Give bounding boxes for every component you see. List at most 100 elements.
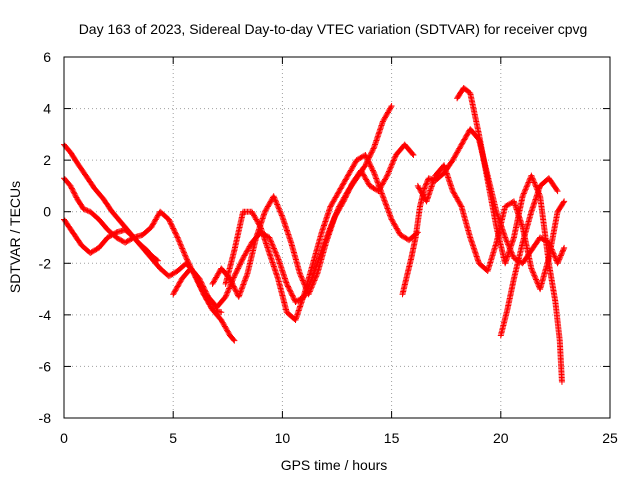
data-point [456,145,463,152]
data-point [360,171,367,178]
data-point [268,240,275,247]
data-point [154,213,161,220]
data-point [276,206,283,213]
data-point [455,198,462,205]
data-point [226,275,233,282]
data-point [236,262,243,269]
data-point [218,317,225,324]
data-point [368,163,375,170]
data-point [219,319,226,326]
data-point [277,209,284,216]
data-point [175,237,182,244]
data-point [462,135,469,142]
data-point [176,279,183,286]
data-point [149,222,156,229]
data-point [377,184,384,191]
data-point [243,273,250,280]
data-point [286,286,293,293]
data-point [369,148,376,155]
data-point [523,183,530,190]
data-point [382,176,389,183]
chart-title: Day 163 of 2023, Sidereal Day-to-day VTE… [79,21,588,37]
data-point [235,293,242,300]
data-point [387,212,394,219]
data-point [266,235,273,242]
data-point [329,199,336,206]
data-point [183,255,190,262]
data-point [342,176,349,183]
data-point [555,257,562,264]
data-point [385,169,392,176]
data-point [419,190,426,197]
data-point [227,277,234,284]
data-point [273,252,280,259]
data-point [251,212,258,219]
data-point [206,301,213,308]
data-point [385,108,392,115]
data-point [361,173,368,180]
data-point [331,197,338,204]
data-point [502,234,509,241]
data-point [557,252,564,259]
data-point [502,235,509,242]
data-point [390,220,397,227]
data-point [351,161,358,168]
data-point [284,282,291,289]
data-point [372,174,379,181]
data-point [522,186,529,193]
data-point [309,281,316,288]
data-point [151,219,158,226]
data-point [352,159,359,166]
data-point [524,182,531,189]
data-point [167,219,174,226]
data-point [391,221,398,228]
data-point [183,256,190,263]
data-point [199,282,206,289]
data-point [262,207,269,214]
data-point [362,175,369,182]
data-point [451,154,458,161]
data-point [81,206,88,213]
data-point [452,151,459,158]
data-point [299,276,306,283]
data-point [166,217,173,224]
data-point [198,280,205,287]
data-point [243,248,250,255]
data-point [235,265,242,272]
y-tick-labels: -8 -6 -4 -2 0 2 4 6 [39,49,52,426]
data-point [381,197,388,204]
data-point [169,224,176,231]
data-point [67,182,74,189]
data-point [450,189,457,196]
data-point [529,175,536,182]
data-point [269,241,276,248]
data-point [232,287,239,294]
data-point [417,188,424,195]
data-point [422,182,429,189]
data-point [212,275,219,282]
data-point [197,278,204,285]
data-point [388,216,395,223]
data-point [385,206,392,213]
plot-frame [63,56,611,419]
data-point [419,191,426,198]
data-point [278,212,285,219]
data-point [290,293,297,300]
data-point [174,283,181,290]
data-point [72,191,79,198]
data-point [380,179,387,186]
data-point [226,285,233,292]
data-point [168,221,175,228]
data-point [359,170,366,177]
data-point [328,202,335,209]
data-point [529,268,536,275]
data-point [342,194,349,201]
data-point [384,171,391,178]
data-point [343,193,350,200]
data-point [382,113,389,120]
data-point [242,276,249,283]
data-point [200,283,207,290]
data-point [388,102,395,109]
data-point [344,173,351,180]
data-point [368,164,375,171]
